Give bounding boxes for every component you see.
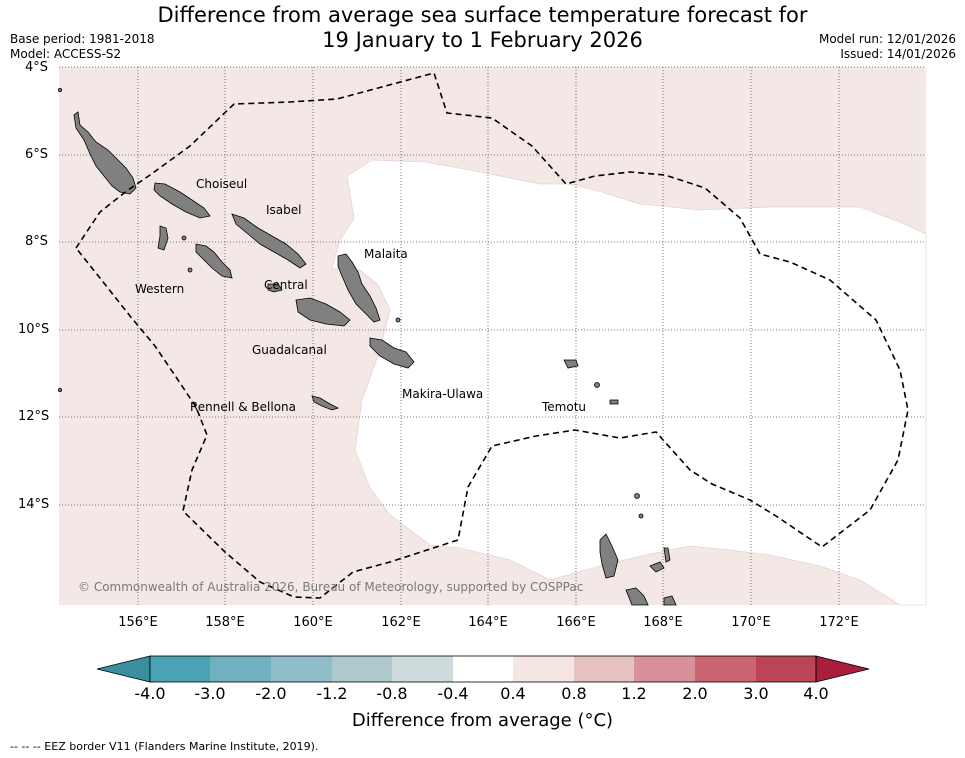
lon-label: 158°E <box>205 615 245 630</box>
lat-label: 12°S <box>18 409 50 424</box>
eez-footnote: -- -- -- EEZ border V11 (Flanders Marine… <box>10 740 319 753</box>
region-label-temotu: Temotu <box>542 400 587 414</box>
lat-label: 6°S <box>25 147 49 162</box>
colorbar-segment <box>574 656 634 682</box>
colorbar-tick: -0.8 <box>376 684 408 703</box>
lat-label: 4°S <box>25 60 49 75</box>
colorbar-segment <box>392 656 453 682</box>
colorbar-tick: 4.0 <box>803 684 829 703</box>
region-label-central: Central <box>264 278 308 292</box>
lon-label: 164°E <box>468 615 508 630</box>
eez-border <box>75 72 909 599</box>
region-label-rennell-bellona: Rennell & Bellona <box>190 400 297 414</box>
colorbar-tick: -1.2 <box>316 684 348 703</box>
title-line-2: 19 January to 1 February 2026 <box>322 28 643 52</box>
region-label-isabel: Isabel <box>266 203 302 217</box>
colorbar-tick: -2.0 <box>255 684 287 703</box>
region-label-makira-ulawa: Makira-Ulawa <box>402 387 484 401</box>
colorbar-segment <box>634 656 695 682</box>
lon-label: 170°E <box>731 615 771 630</box>
meta-left: Base period: 1981-2018 Model: ACCESS-S2 <box>10 32 155 62</box>
colorbar-tick: -3.0 <box>194 684 226 703</box>
colorbar-label: Difference from average (°C) <box>351 710 614 731</box>
colorbar-tick: 2.0 <box>682 684 708 703</box>
lon-label: 166°E <box>556 615 596 630</box>
colorbar-left-arrow <box>96 655 151 683</box>
colorbar-tick: 1.2 <box>621 684 647 703</box>
lon-label: 162°E <box>381 615 421 630</box>
title-line-1: Difference from average sea surface temp… <box>157 3 808 27</box>
islands <box>58 88 677 606</box>
model-text: Model: ACCESS-S2 <box>10 47 122 61</box>
base-period-text: Base period: 1981-2018 <box>10 32 155 46</box>
copyright-text: © Commonwealth of Australia 2026, Bureau… <box>78 580 584 594</box>
colorbar-tick: 3.0 <box>743 684 769 703</box>
model-run-text: Model run: 12/01/2026 <box>818 32 956 46</box>
colorbar-tick: -4.0 <box>134 684 166 703</box>
colorbar-segment <box>513 656 574 682</box>
region-label-western: Western <box>135 282 185 296</box>
chart-title: Difference from average sea surface temp… <box>0 3 965 53</box>
region-label-choiseul: Choiseul <box>196 177 248 191</box>
issued-text: Issued: 14/01/2026 <box>840 47 956 61</box>
colorbar-segment <box>453 656 513 682</box>
colorbar <box>96 655 870 683</box>
lon-label: 168°E <box>643 615 683 630</box>
lon-label: 160°E <box>293 615 333 630</box>
colorbar-segment <box>695 656 756 682</box>
colorbar-tick: 0.8 <box>561 684 587 703</box>
lon-label: 172°E <box>819 615 859 630</box>
colorbar-outline <box>149 655 817 683</box>
colorbar-right-arrow <box>815 655 870 683</box>
colorbar-tick: 0.4 <box>500 684 526 703</box>
lat-label: 10°S <box>18 322 50 337</box>
colorbar-segment <box>150 656 210 682</box>
colorbar-tick: -0.4 <box>437 684 469 703</box>
lat-label: 8°S <box>25 234 49 249</box>
meta-right: Model run: 12/01/2026 Issued: 14/01/2026 <box>819 32 956 62</box>
colorbar-segment <box>756 656 816 682</box>
colorbar-segment <box>271 656 332 682</box>
graticule <box>59 66 926 605</box>
colorbar-segment <box>210 656 271 682</box>
neutral-anomaly-area <box>331 159 927 606</box>
lon-label: 156°E <box>118 615 158 630</box>
region-label-guadalcanal: Guadalcanal <box>252 343 327 357</box>
colorbar-segment <box>332 656 392 682</box>
lat-label: 14°S <box>18 497 50 512</box>
region-label-malaita: Malaita <box>364 247 408 261</box>
